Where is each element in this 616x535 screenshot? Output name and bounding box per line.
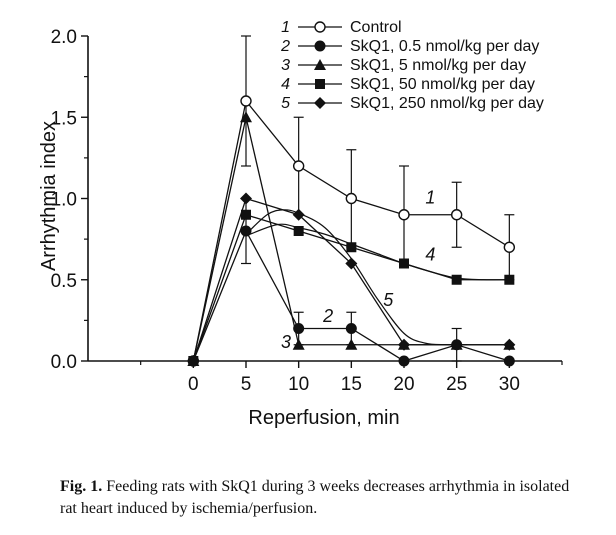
legend-number: 5 [281, 95, 290, 112]
legend-entry-1: 1 Control [281, 19, 401, 36]
legend-number: 1 [281, 19, 290, 36]
data-point [345, 192, 358, 205]
legend-number: 2 [280, 38, 290, 55]
data-point [345, 338, 358, 350]
curve-label-3: 3 [281, 332, 291, 352]
data-point [240, 225, 252, 237]
x-axis-title: Reperfusion, min [248, 407, 399, 429]
data-point [451, 274, 462, 285]
data-point [187, 355, 200, 367]
data-point [241, 209, 251, 220]
legend-label: Control [350, 19, 402, 36]
x-tick-label: 30 [499, 374, 520, 395]
x-tick-label: 10 [288, 374, 309, 395]
legend-marker [314, 21, 326, 33]
fitted-curves [245, 209, 510, 346]
data-point [240, 192, 252, 205]
data-point [504, 274, 515, 285]
data-point [345, 323, 357, 334]
legend-label: SkQ1, 5 nmol/kg per day [350, 57, 526, 74]
legend-entry-2: 2 SkQ1, 0.5 nmol/kg per day [280, 38, 539, 55]
data-point [345, 257, 358, 270]
legend-number: 3 [281, 57, 290, 74]
legend-label: SkQ1, 0.5 nmol/kg per day [350, 38, 539, 55]
x-tick-label: 0 [188, 374, 199, 395]
data-point [292, 160, 305, 172]
figure-caption: Fig. 1. Feeding rats with SkQ1 during 3 … [60, 476, 580, 520]
data-point [398, 355, 410, 367]
legend-label: SkQ1, 50 nmol/kg per day [350, 76, 535, 93]
data-point [240, 95, 252, 107]
legend-entry-3: 3 SkQ1, 5 nmol/kg per day [281, 57, 526, 74]
series-layer [187, 35, 516, 367]
fitted-curve-5 [245, 209, 468, 346]
x-tick-label: 5 [241, 374, 252, 395]
series-5 [187, 192, 516, 367]
data-point [450, 209, 463, 221]
y-tick-label: 0.5 [51, 271, 77, 292]
legend-marker [315, 79, 325, 89]
series-1 [187, 35, 516, 367]
y-tick-label: 0.0 [51, 352, 77, 373]
y-axis-title: Arrhythmia index [38, 121, 60, 271]
x-tick-label: 15 [341, 374, 362, 395]
y-tick-label: 1.0 [51, 190, 77, 211]
data-point [292, 338, 305, 350]
curve-label-2: 2 [322, 306, 333, 326]
curve-label-1: 1 [425, 187, 435, 207]
legend-marker [314, 59, 326, 70]
caption-text: Feeding rats with SkQ1 during 3 weeks de… [60, 478, 570, 517]
x-tick-label: 25 [446, 374, 467, 395]
data-point [398, 338, 410, 351]
data-point [450, 338, 463, 351]
legend-marker [314, 97, 326, 109]
data-point [503, 355, 515, 367]
caption-label: Fig. 1. [60, 478, 103, 495]
curve-labels: 1 2 3 4 5 [281, 187, 435, 352]
data-point [503, 338, 516, 351]
data-point [240, 111, 252, 123]
y-tick-label: 1.5 [51, 108, 77, 129]
data-point [503, 241, 516, 253]
legend: 1 Control 2 SkQ1, 0.5 nmol/kg per day 3 SkQ1,… [280, 19, 544, 112]
legend-entry-5: 5 SkQ1, 250 nmol/kg per day [281, 95, 544, 112]
data-point [293, 323, 305, 334]
legend-number: 4 [281, 76, 290, 93]
fitted-curve-4 [245, 223, 510, 281]
data-point [293, 226, 304, 236]
data-point [346, 242, 357, 253]
curve-label-5: 5 [383, 290, 394, 310]
data-point [398, 209, 410, 221]
legend-entry-4: 4 SkQ1, 50 nmol/kg per day [281, 76, 535, 93]
legend-label: SkQ1, 250 nmol/kg per day [350, 95, 544, 112]
curve-label-4: 4 [425, 244, 435, 264]
data-point [292, 208, 305, 221]
legend-marker [314, 40, 326, 52]
y-tick-label: 2.0 [51, 27, 77, 48]
axes: 0.00.51.01.52.00 5 10 15 20 25 30 [51, 27, 563, 395]
data-point [399, 258, 409, 269]
x-tick-label: 20 [393, 374, 414, 395]
